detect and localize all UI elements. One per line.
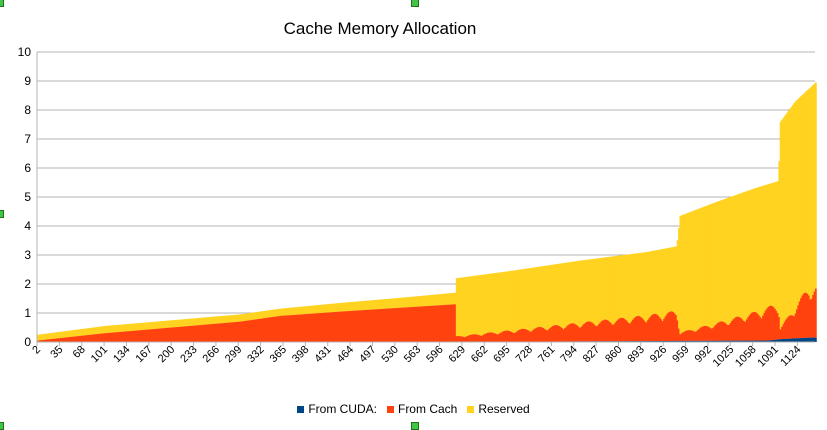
x-tick-label: 926 <box>648 344 669 365</box>
x-tick-label: 497 <box>357 344 378 365</box>
x-tick-label: 662 <box>469 344 490 365</box>
legend-item: From Cach <box>387 402 457 416</box>
selection-handle-left-top[interactable] <box>0 0 4 7</box>
legend: From CUDA: From Cach Reserved <box>0 400 827 418</box>
x-tick-label: 959 <box>670 344 691 365</box>
chart-title: Cache Memory Allocation <box>284 19 477 38</box>
x-tick-label: 233 <box>178 344 199 365</box>
x-tick-label: 332 <box>245 344 266 365</box>
legend-label: From Cach <box>398 402 457 416</box>
x-tick-label: 629 <box>447 344 468 365</box>
selection-handle-bottom[interactable] <box>411 422 419 430</box>
legend-item: Reserved <box>467 402 529 416</box>
x-tick-label: 398 <box>290 344 311 365</box>
x-tick-label: 431 <box>312 344 333 365</box>
selection-handle-left-middle[interactable] <box>0 210 4 218</box>
x-tick-label: 101 <box>89 344 110 365</box>
x-tick-label: 530 <box>379 344 400 365</box>
x-tick-label: 728 <box>514 344 535 365</box>
x-tick-label: 167 <box>133 344 154 365</box>
x-tick-label: 365 <box>268 344 289 365</box>
legend-swatch <box>467 406 474 413</box>
legend-swatch <box>387 406 394 413</box>
legend-label: From CUDA: <box>308 402 377 416</box>
x-tick-label: 761 <box>536 344 557 365</box>
x-tick-label: 563 <box>402 344 423 365</box>
y-tick-label: 10 <box>18 45 32 59</box>
x-tick-label: 695 <box>491 344 512 365</box>
y-tick-label: 3 <box>24 248 31 262</box>
y-tick-label: 6 <box>24 161 31 175</box>
y-tick-label: 9 <box>24 74 31 88</box>
x-tick-label: 1124 <box>778 344 803 369</box>
bar-from-cach <box>815 289 817 338</box>
x-tick-label: 596 <box>424 344 445 365</box>
bar-reserved <box>815 82 817 288</box>
x-tick-label: 464 <box>335 344 356 365</box>
x-tick-label: 266 <box>201 344 222 365</box>
x-tick-label: 68 <box>71 344 88 361</box>
legend-swatch <box>297 406 304 413</box>
y-tick-label: 2 <box>24 277 31 291</box>
y-tick-label: 5 <box>24 190 31 204</box>
x-tick-label: 134 <box>111 344 132 365</box>
selection-handle-left-bottom[interactable] <box>0 422 4 430</box>
legend-item: From CUDA: <box>297 402 377 416</box>
x-tick-label: 35 <box>48 344 65 361</box>
x-tick-label: 1025 <box>711 344 737 370</box>
y-tick-label: 8 <box>24 103 31 117</box>
legend-label: Reserved <box>478 402 529 416</box>
y-tick-label: 1 <box>24 306 31 320</box>
x-tick-label: 827 <box>581 344 602 365</box>
bars <box>37 82 817 342</box>
x-tick-label: 794 <box>558 344 579 365</box>
y-tick-label: 4 <box>24 219 31 233</box>
x-tick-label: 1058 <box>733 344 759 370</box>
bar-from-cuda <box>815 338 817 342</box>
x-tick-label: 200 <box>156 344 177 365</box>
y-tick-label: 7 <box>24 132 31 146</box>
x-tick-label: 299 <box>223 344 244 365</box>
x-tick-label: 1091 <box>755 344 781 370</box>
x-tick-label: 893 <box>625 344 646 365</box>
selection-handle-top[interactable] <box>411 0 419 7</box>
x-tick-label: 860 <box>603 344 624 365</box>
